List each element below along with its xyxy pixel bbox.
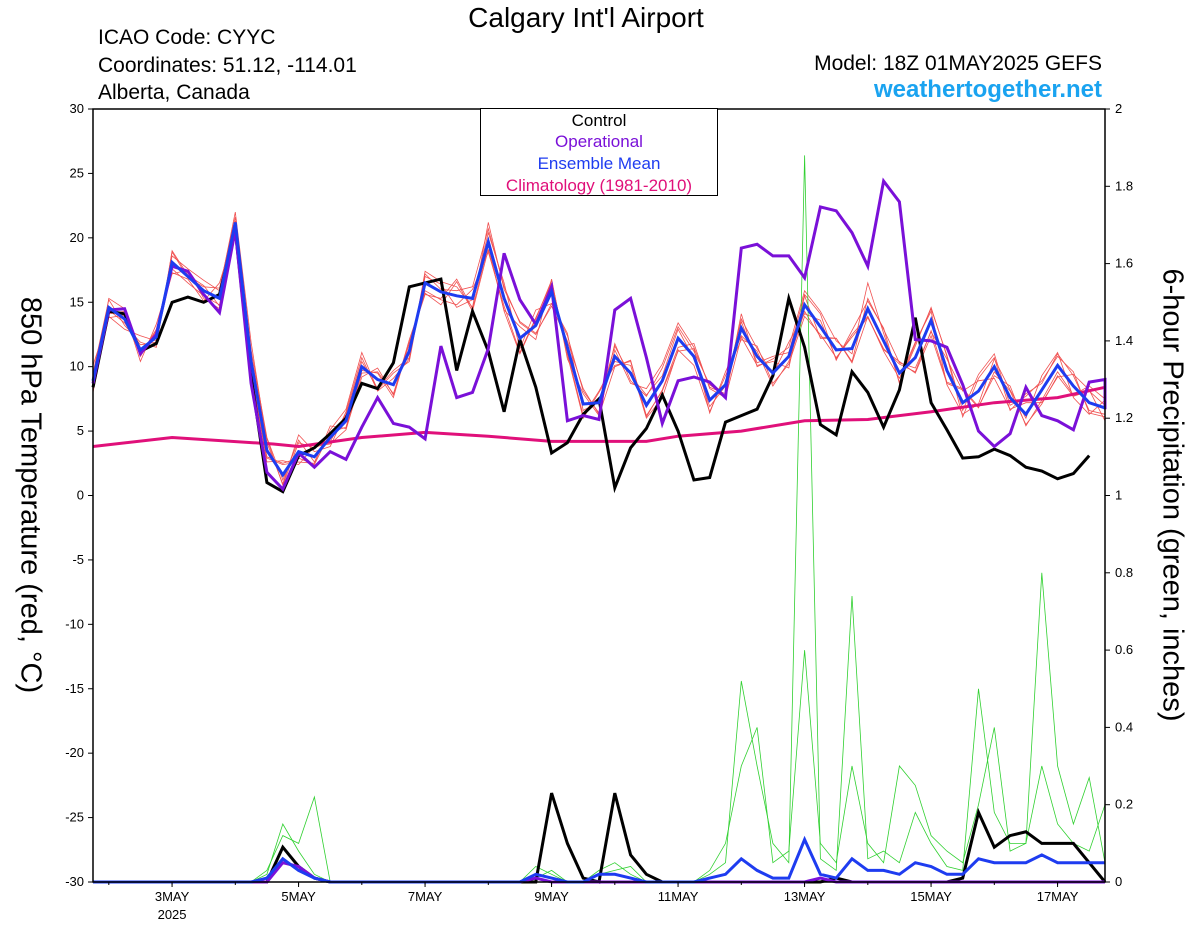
- axes: -30-25-20-15-10-505101520253000.20.40.60…: [65, 101, 1133, 922]
- y-axis-right-label: 6-hour Precipitation (green, inches): [1156, 268, 1189, 722]
- precip-control-line: [93, 792, 1107, 884]
- y-left-tick-label: 5: [77, 423, 84, 438]
- x-tick-label: 17MAY: [1037, 889, 1079, 904]
- x-year-label: 2025: [158, 907, 187, 922]
- coordinates: Coordinates: 51.12, -114.01: [98, 54, 357, 77]
- y-left-tick-label: 20: [70, 230, 84, 245]
- plot-frame: [92, 108, 1106, 883]
- x-tick-label: 11MAY: [658, 889, 699, 904]
- site-link[interactable]: weathertogether.net: [873, 76, 1102, 103]
- legend-control: Control: [571, 111, 627, 130]
- y-left-tick-label: -15: [65, 681, 84, 696]
- legend: Control Operational Ensemble Mean Climat…: [480, 108, 718, 196]
- y-right-tick-label: 2: [1115, 101, 1122, 116]
- legend-operational: Operational: [555, 132, 643, 151]
- y-right-tick-label: 1: [1115, 488, 1122, 503]
- x-tick-label: 9MAY: [534, 889, 569, 904]
- y-right-tick-label: 1.4: [1115, 333, 1133, 348]
- x-tick-label: 15MAY: [910, 889, 952, 904]
- temp-ensemble-mean-line: [91, 222, 1106, 478]
- y-right-tick-label: 1.2: [1115, 410, 1133, 425]
- temp-member-line-3: [92, 226, 1106, 466]
- temp-member-line-1: [92, 231, 1106, 466]
- y-left-tick-label: 15: [70, 294, 84, 309]
- x-tick-label: 5MAY: [281, 889, 316, 904]
- y-left-tick-label: -10: [65, 616, 84, 631]
- y-left-tick-label: 0: [77, 488, 84, 503]
- temperature-members: [92, 212, 1106, 487]
- y-left-tick-label: -5: [72, 552, 84, 567]
- temp-member-line-4: [92, 217, 1106, 487]
- y-left-tick-label: -20: [65, 745, 84, 760]
- x-tick-label: 3MAY: [155, 889, 190, 904]
- y-right-tick-label: 0.2: [1115, 797, 1133, 812]
- precip-member-line-0: [93, 155, 1106, 883]
- precipitation-members: [93, 155, 1106, 883]
- precip-member-line-1: [93, 650, 1106, 883]
- y-right-tick-label: 1.8: [1115, 178, 1133, 193]
- precip-ensemble-mean-line: [93, 835, 1105, 884]
- y-left-tick-label: 25: [70, 165, 84, 180]
- y-right-tick-label: 0.6: [1115, 642, 1133, 657]
- y-right-tick-label: 0: [1115, 874, 1122, 889]
- chart-title: Calgary Int'l Airport: [468, 2, 704, 33]
- legend-climatology: Climatology (1981-2010): [505, 176, 693, 195]
- y-left-tick-label: -30: [65, 874, 84, 889]
- y-right-tick-label: 0.4: [1115, 719, 1133, 734]
- y-axis-left-label: 850 hPa Temperature (red, °C): [14, 296, 47, 694]
- icao-code: ICAO Code: CYYC: [98, 26, 276, 49]
- x-tick-label: 13MAY: [784, 889, 826, 904]
- temp-member-line-5: [92, 235, 1106, 466]
- y-right-tick-label: 0.8: [1115, 565, 1133, 580]
- y-left-tick-label: 10: [70, 359, 84, 374]
- legend-ensemble-mean: Ensemble Mean: [537, 154, 661, 173]
- climatology-line: [92, 385, 1106, 449]
- model-run: Model: 18Z 01MAY2025 GEFS: [814, 52, 1102, 75]
- y-left-tick-label: 30: [70, 101, 84, 116]
- temp-operational-line: [91, 177, 1107, 492]
- x-tick-label: 7MAY: [408, 889, 443, 904]
- main-series: [91, 177, 1107, 884]
- y-right-tick-label: 1.6: [1115, 256, 1133, 271]
- y-left-tick-label: -25: [65, 810, 84, 825]
- region: Alberta, Canada: [98, 81, 250, 104]
